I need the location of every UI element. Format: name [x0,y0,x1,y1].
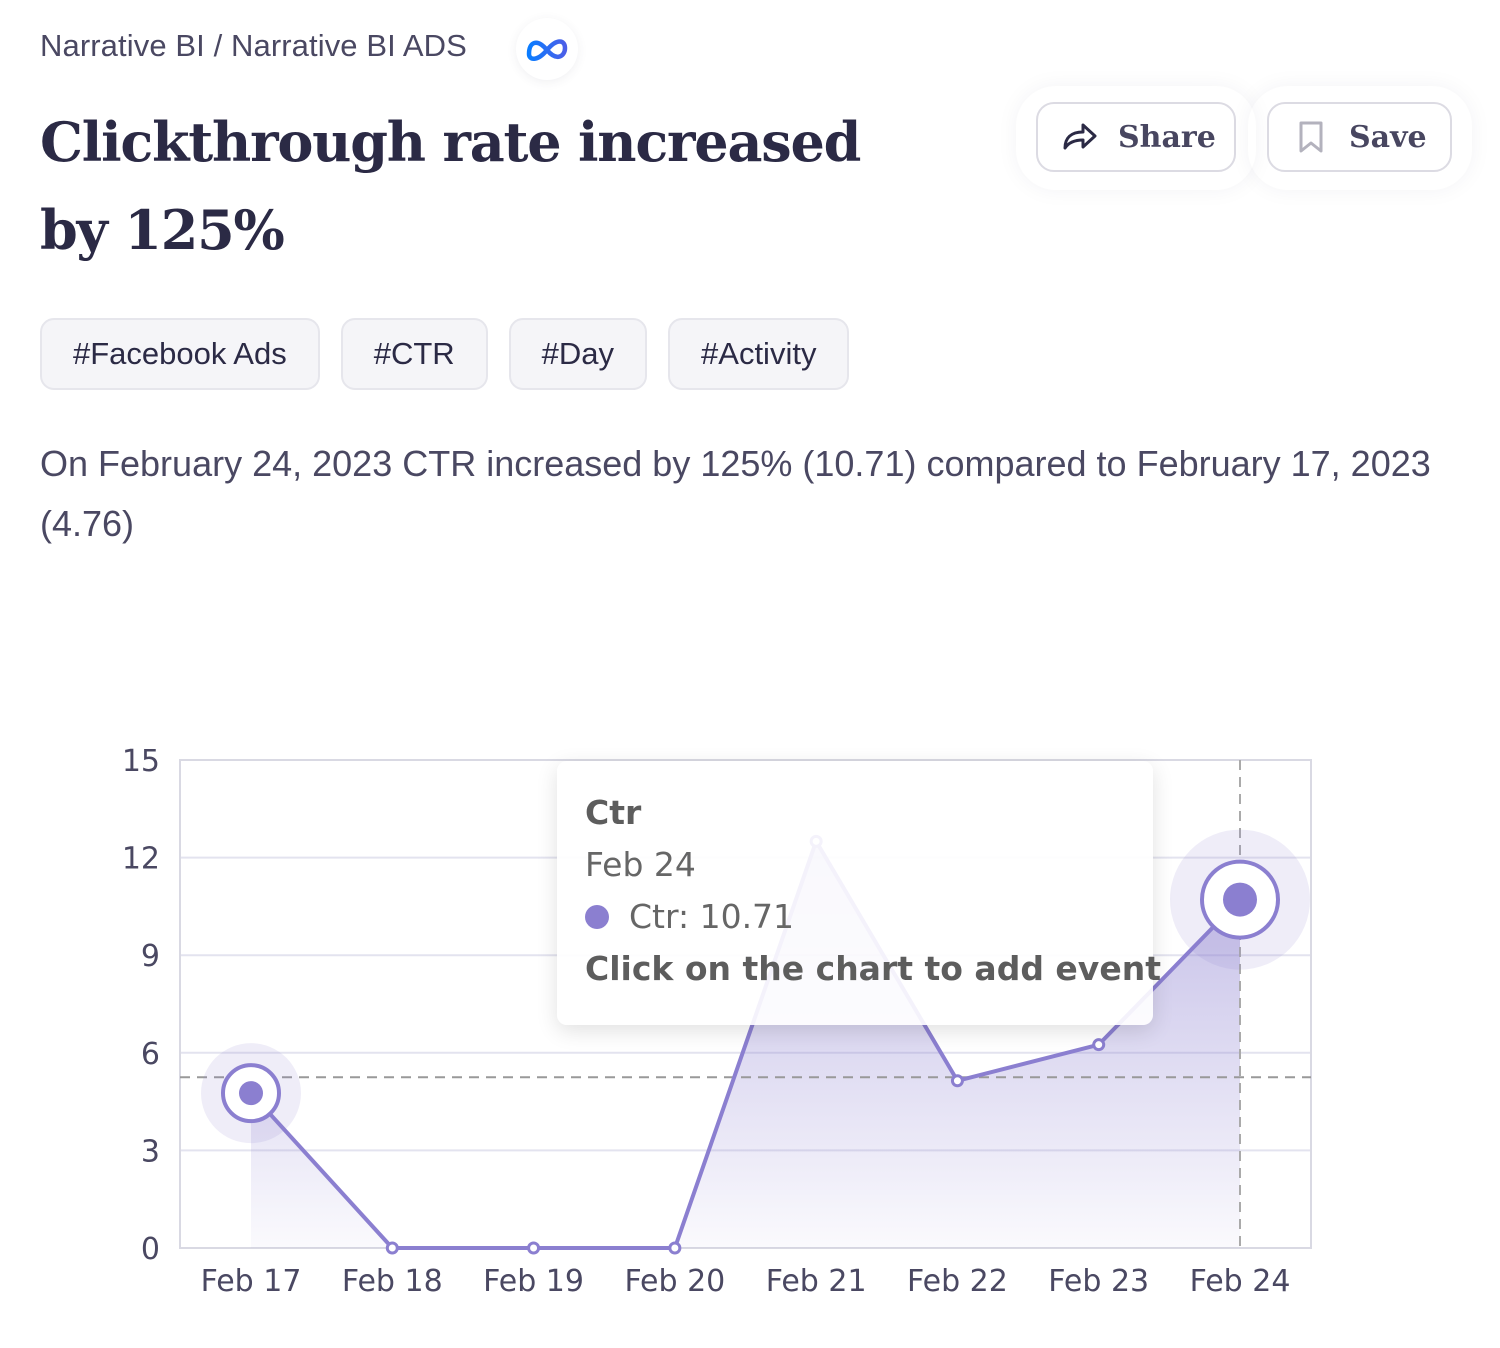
x-tick-label: Feb 17 [201,1264,302,1299]
share-arrow-icon [1060,117,1100,157]
tag-list: #Facebook Ads #CTR #Day #Activity [40,318,850,390]
y-tick-label: 9 [141,939,160,974]
meta-logo-badge [516,18,578,80]
x-tick-label: Feb 23 [1048,1264,1149,1299]
bookmark-icon [1291,117,1331,157]
share-button[interactable]: Share [1036,102,1236,172]
x-tick-label: Feb 21 [766,1264,867,1299]
save-button[interactable]: Save [1267,102,1452,172]
series-line [249,839,1242,1250]
share-label: Share [1118,119,1216,155]
x-tick-label: Feb 18 [342,1264,443,1299]
x-tick-label: Feb 19 [483,1264,584,1299]
tooltip-value: Ctr: 10.71 [629,897,795,936]
x-tick-label: Feb 22 [907,1264,1008,1299]
breadcrumb: Narrative BI / Narrative BI ADS [40,28,467,64]
data-point[interactable] [385,1241,399,1255]
save-button-wrap: Save [1248,86,1472,190]
series-dot-icon [585,905,609,929]
tag-ctr[interactable]: #CTR [340,318,488,390]
y-tick-label: 3 [141,1134,160,1169]
highlighted-point-core [1223,882,1257,917]
ctr-chart[interactable]: 0 3 6 9 12 15 Feb 17 Feb 18 Feb 19 Feb 20 Feb 21 Fe… [0,700,1500,1340]
meta-logo-icon [526,39,568,61]
breadcrumb-text: Narrative BI / Narrative BI ADS [40,28,467,63]
tooltip-value-row: Ctr: 10.71 [585,897,1125,937]
data-point[interactable] [1092,1038,1106,1052]
tooltip-date: Feb 24 [585,845,696,884]
page-title: Clickthrough rate increased by 125% [40,110,861,262]
data-point[interactable] [668,1241,682,1255]
highlighted-point-core [239,1081,263,1106]
y-tick-label: 0 [141,1232,160,1267]
chart-tooltip: Ctr Feb 24 Ctr: 10.71 Click on the chart… [557,761,1161,1025]
tag-activity[interactable]: #Activity [668,318,850,390]
tag-day[interactable]: #Day [508,318,648,390]
y-tick-label: 6 [141,1037,160,1072]
save-label: Save [1349,119,1427,155]
y-tick-label: 15 [122,744,160,779]
insight-summary: On February 24, 2023 CTR increased by 12… [40,443,1431,544]
y-tick-label: 12 [122,842,160,877]
tag-facebook-ads[interactable]: #Facebook Ads [40,318,320,390]
tooltip-hint: Click on the chart to add event [585,949,1161,988]
tooltip-title: Ctr [585,793,642,832]
x-tick-label: Feb 20 [624,1264,725,1299]
data-point[interactable] [527,1241,541,1255]
share-button-wrap: Share [1016,86,1256,190]
x-tick-label: Feb 24 [1190,1264,1291,1299]
data-point[interactable] [950,1074,964,1088]
